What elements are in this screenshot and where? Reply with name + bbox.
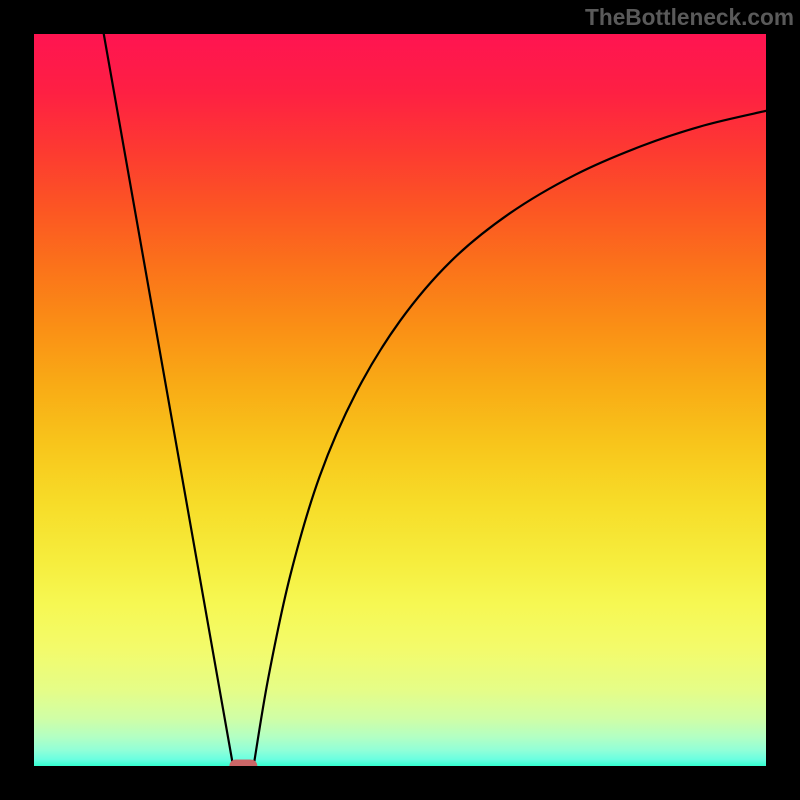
bottleneck-curve (34, 34, 766, 766)
watermark-text: TheBottleneck.com (585, 4, 794, 31)
bottleneck-chart: TheBottleneck.com (0, 0, 800, 800)
curve-right-segment (254, 111, 766, 766)
curve-left-segment (100, 34, 233, 766)
optimal-marker (229, 760, 257, 767)
plot-area (34, 34, 766, 766)
